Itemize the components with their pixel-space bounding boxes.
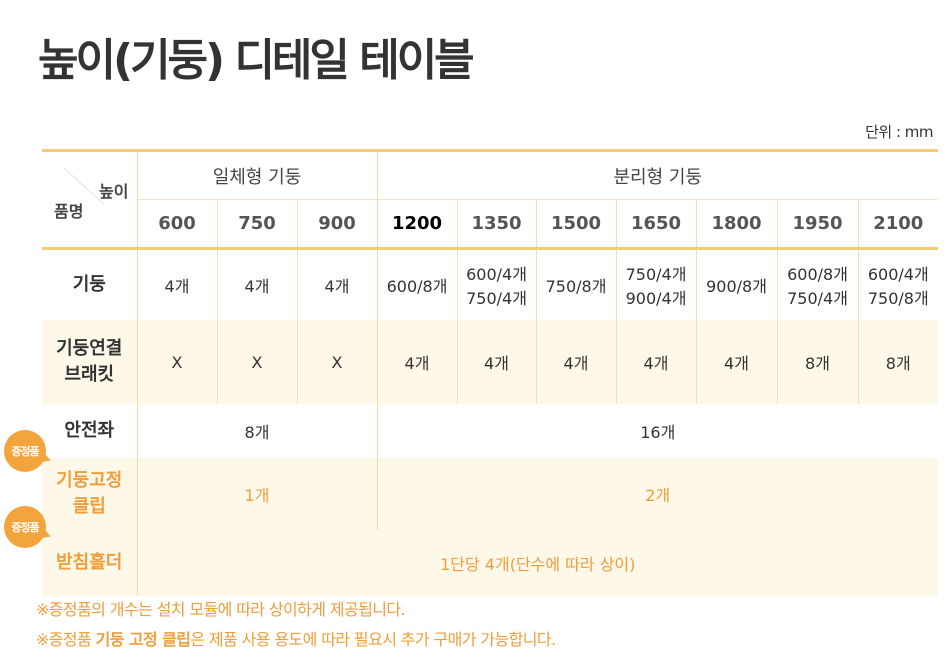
bracket-cell: 4개 <box>376 320 457 404</box>
footnote-line: ※증정품의 개수는 설치 모듈에 따라 상이하게 제공됩니다. <box>36 600 406 619</box>
height-cell: 1350 <box>456 199 536 250</box>
height-cell: 2100 <box>857 199 938 250</box>
footnote-line: ※증정품 기둥 고정 클립은 제품 사용 용도에 따라 필요시 추가 구매가 가… <box>36 630 556 650</box>
pillar-cell-line: 600/4개 <box>867 265 929 284</box>
bracket-cell: 4개 <box>456 320 536 404</box>
bracket-cell: 8개 <box>776 320 858 404</box>
height-cell: 600 <box>136 199 217 250</box>
footnotes: ※증정품의 개수는 설치 모듈에 따라 상이하게 제공됩니다. ※증정품 기둥 … <box>36 600 556 660</box>
seat-separated-cell: 16개 <box>376 404 938 458</box>
pillar-cell-line: 600/8개 <box>787 265 848 284</box>
bracket-cell: 4개 <box>615 320 696 404</box>
holder-value-cell: 1단당 4개(단수에 따라 상이) <box>136 530 938 596</box>
height-cell: 1650 <box>615 199 696 250</box>
pillar-cell-line: 750/4개 <box>466 289 527 308</box>
page-title: 높이(기둥) 디테일 테이블 <box>38 35 475 86</box>
height-cell: 900 <box>296 199 377 250</box>
pillar-cell: 4개 <box>296 248 377 320</box>
pillar-cell-line: 750/8개 <box>867 289 929 308</box>
row-label-holder: 받침홀더 <box>42 530 137 596</box>
corner-height-label: 높이 <box>99 182 129 201</box>
footnote-suffix: 은 제품 사용 용도에 따라 필요시 추가 구매가 가능합니다. <box>190 630 556 649</box>
row-label-line: 브래킷 <box>64 364 115 385</box>
seat-integrated-cell: 8개 <box>136 404 377 458</box>
pillar-cell: 900/8개 <box>695 248 777 320</box>
pillar-cell: 750/8개 <box>535 248 616 320</box>
row-label-seat: 안전좌 <box>64 420 115 441</box>
gift-badge: 증정품 <box>4 430 46 472</box>
row-label-line: 기둥연결 <box>56 338 123 359</box>
pillar-cell: 750/4개 900/4개 <box>615 248 696 320</box>
footnote-bold: 기둥 고정 클립 <box>95 630 191 649</box>
pillar-cell: 600/8개 750/4개 <box>776 248 858 320</box>
height-cell: 1500 <box>535 199 616 250</box>
group-integrated-header: 일체형 기둥 <box>136 149 377 200</box>
header-row-groups: 높이 품명 일체형 기둥 분리형 기둥 <box>42 149 938 250</box>
row-label-line: 기둥고정 <box>56 470 123 491</box>
clip-integrated-cell: 1개 <box>136 458 377 530</box>
unit-label: 단위 : mm <box>865 123 933 141</box>
pillar-cell: 4개 <box>216 248 297 320</box>
gift-badge: 증정품 <box>4 506 46 548</box>
row-pillar: 기둥 4개 4개 4개 600/8개 600/4개 750/4개 750/8개 7… <box>42 248 938 320</box>
pillar-cell-line: 600/4개 <box>466 265 527 284</box>
footnote-prefix: ※증정품 <box>36 630 96 649</box>
pillar-cell-line: 750/4개 <box>625 265 687 284</box>
pillar-cell: 4개 <box>136 248 217 320</box>
pillar-cell-line: 900/4개 <box>625 289 687 308</box>
pillar-cell: 600/8개 <box>376 248 457 320</box>
clip-separated-cell: 2개 <box>376 458 938 530</box>
height-cell: 1950 <box>776 199 858 250</box>
height-cell: 1200 <box>376 199 457 250</box>
bracket-cell: X <box>296 320 377 404</box>
bracket-cell: 4개 <box>535 320 616 404</box>
row-holder: 받침홀더 1단당 4개(단수에 따라 상이) <box>42 530 938 596</box>
height-cell: 750 <box>216 199 297 250</box>
pillar-cell: 600/4개 750/4개 <box>456 248 536 320</box>
bracket-cell: 8개 <box>857 320 938 404</box>
group-separated-header: 분리형 기둥 <box>376 149 938 200</box>
pillar-cell-line: 750/4개 <box>787 289 848 308</box>
header-row-heights: 600 750 900 1200 1350 1500 1650 1800 195… <box>42 199 938 250</box>
bracket-cell: 4개 <box>695 320 777 404</box>
bracket-cell: X <box>216 320 297 404</box>
row-label-line: 클립 <box>72 496 106 517</box>
corner-product-label: 품명 <box>54 202 84 221</box>
height-cell: 1800 <box>695 199 777 250</box>
pillar-cell: 600/4개 750/8개 <box>857 248 938 320</box>
row-label-pillar: 기둥 <box>72 274 106 295</box>
corner-cell: 높이 품명 <box>42 149 137 250</box>
corner-diagonal <box>63 167 105 205</box>
row-seat: 안전좌 8개 16개 <box>42 404 938 458</box>
height-detail-table: 높이 품명 일체형 기둥 분리형 기둥 600 750 900 1200 135… <box>42 149 938 596</box>
bracket-cell: X <box>136 320 217 404</box>
